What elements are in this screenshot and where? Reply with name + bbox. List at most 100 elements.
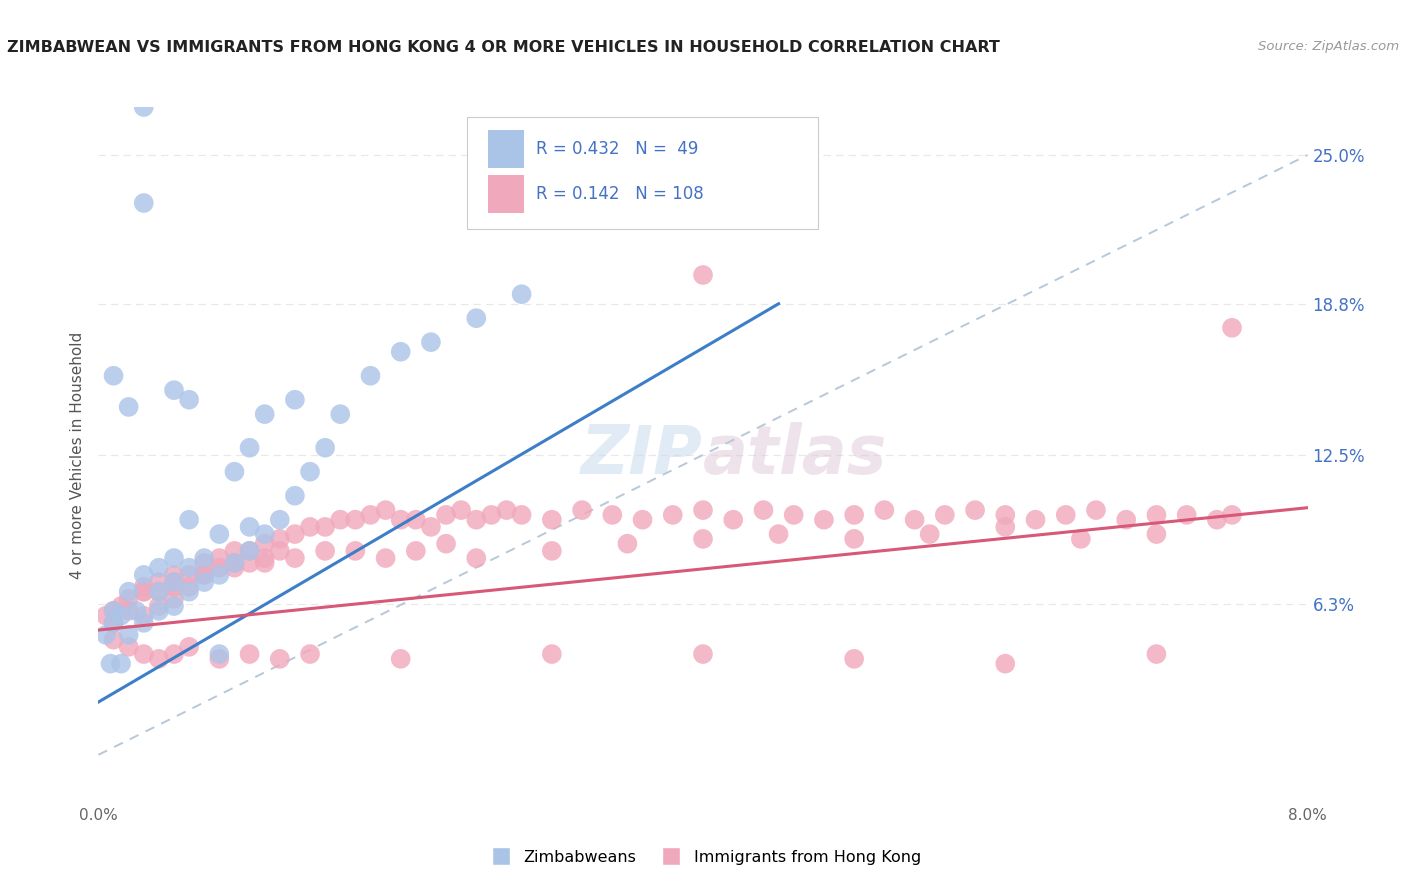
Bar <box>488 175 524 213</box>
Point <box>571 503 593 517</box>
Point <box>692 532 714 546</box>
Text: ZIP: ZIP <box>581 422 703 488</box>
Point <box>118 591 141 606</box>
Point <box>179 567 201 582</box>
Point <box>465 513 488 527</box>
Point <box>1146 527 1168 541</box>
Point <box>239 556 262 570</box>
Point <box>405 513 427 527</box>
Legend: Zimbabweans, Immigrants from Hong Kong: Zimbabweans, Immigrants from Hong Kong <box>478 844 928 871</box>
Point <box>692 268 714 282</box>
Point <box>661 508 683 522</box>
Point <box>1025 513 1047 527</box>
Point <box>360 508 382 522</box>
Point <box>314 520 336 534</box>
Point <box>269 544 291 558</box>
Point <box>118 400 141 414</box>
Point <box>299 520 322 534</box>
Point <box>253 556 276 570</box>
Text: Source: ZipAtlas.com: Source: ZipAtlas.com <box>1258 40 1399 54</box>
Point <box>110 599 132 613</box>
Point <box>208 567 231 582</box>
Point <box>193 551 215 566</box>
Point <box>481 508 503 522</box>
Point <box>329 407 352 421</box>
Text: atlas: atlas <box>703 422 887 488</box>
Point <box>299 465 322 479</box>
Point <box>224 556 246 570</box>
Point <box>284 392 307 407</box>
Point <box>148 599 170 613</box>
Point <box>118 628 141 642</box>
Point <box>193 575 215 590</box>
Point <box>163 551 186 566</box>
Point <box>132 580 155 594</box>
Point <box>768 527 790 541</box>
Point <box>374 551 396 566</box>
Point <box>602 508 624 522</box>
Point <box>132 608 155 623</box>
Point <box>873 503 896 517</box>
Point <box>540 513 562 527</box>
Point <box>314 544 336 558</box>
Point <box>918 527 941 541</box>
Point <box>692 503 714 517</box>
Point <box>389 513 412 527</box>
Point <box>844 652 866 666</box>
Point <box>344 513 367 527</box>
Point <box>118 604 141 618</box>
Point <box>253 407 276 421</box>
Point <box>148 575 170 590</box>
Point <box>110 657 132 671</box>
Point <box>239 520 262 534</box>
Point <box>994 520 1017 534</box>
Point <box>284 489 307 503</box>
Point <box>1220 320 1243 334</box>
Point <box>1220 508 1243 522</box>
Point <box>1115 513 1137 527</box>
Point <box>253 537 276 551</box>
Point <box>148 584 170 599</box>
Point <box>360 368 382 383</box>
Point <box>329 513 352 527</box>
Point <box>163 567 186 582</box>
Point <box>179 513 201 527</box>
Point <box>1146 508 1168 522</box>
Point <box>132 584 155 599</box>
Point <box>132 615 155 630</box>
Point <box>179 640 201 654</box>
Text: R = 0.432   N =  49: R = 0.432 N = 49 <box>536 140 699 158</box>
Point <box>844 532 866 546</box>
Point <box>510 508 533 522</box>
Point <box>132 584 155 599</box>
Point <box>752 503 775 517</box>
Point <box>94 628 117 642</box>
Point <box>193 556 215 570</box>
Point <box>94 608 117 623</box>
Point <box>813 513 835 527</box>
Point <box>723 513 745 527</box>
Point <box>132 567 155 582</box>
Point <box>224 465 246 479</box>
Point <box>1070 532 1092 546</box>
Point <box>224 544 246 558</box>
Point <box>208 560 231 574</box>
Point <box>125 604 148 618</box>
Point <box>103 604 125 618</box>
Point <box>100 657 122 671</box>
Point <box>103 632 125 647</box>
Point <box>374 503 396 517</box>
Bar <box>488 129 524 168</box>
Point <box>994 508 1017 522</box>
Point <box>465 311 488 326</box>
Point <box>110 608 132 623</box>
Point <box>434 537 457 551</box>
Point <box>1206 513 1229 527</box>
Point <box>239 647 262 661</box>
Point <box>239 441 262 455</box>
Point <box>132 647 155 661</box>
Point <box>103 615 125 630</box>
Point <box>103 368 125 383</box>
Point <box>179 560 201 574</box>
Point <box>208 652 231 666</box>
